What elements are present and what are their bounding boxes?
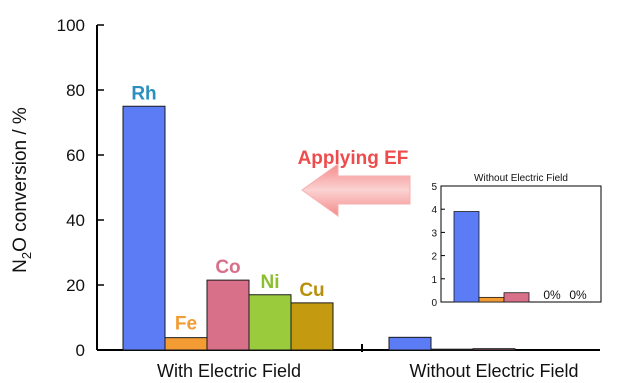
inset-bar xyxy=(503,292,530,303)
bar-label-fe: Fe xyxy=(175,314,197,335)
bar-without-ef xyxy=(472,348,516,351)
y-tick-label: 40 xyxy=(66,211,85,230)
x-group-label: Without Electric Field xyxy=(409,361,578,381)
applying-ef-arrow xyxy=(301,163,411,217)
inset-zero-label-ni: 0% xyxy=(543,288,561,302)
inset-title: Without Electric Field xyxy=(474,173,568,184)
bar-without-ef xyxy=(388,336,432,351)
bar-label-ni: Ni xyxy=(261,272,280,293)
x-group-label: With Electric Field xyxy=(157,361,301,381)
y-axis-title: N2O conversion / % xyxy=(10,107,34,273)
bar-label-co: Co xyxy=(215,257,240,278)
inset-y-tick-label: 2 xyxy=(431,252,437,263)
inset-zero-label-cu: 0% xyxy=(569,288,587,302)
y-tick-label: 0 xyxy=(76,341,85,360)
bar-label-cu: Cu xyxy=(299,280,324,301)
bar-without-ef xyxy=(430,348,474,351)
bar-fe xyxy=(164,337,208,351)
inset-bar xyxy=(453,211,480,303)
y-tick-label: 60 xyxy=(66,146,85,165)
bar-label-rh: Rh xyxy=(131,83,156,104)
y-axis-title-subscript: 2 xyxy=(19,252,34,259)
bar-ni xyxy=(248,294,292,351)
inset-y-tick-label: 1 xyxy=(431,275,437,286)
inset-plot: Without Electric Field 0 1 2 3 4 5 0% 0% xyxy=(431,173,602,309)
applying-ef-label: Applying EF xyxy=(298,148,409,169)
inset-y-tick-label: 0 xyxy=(431,298,437,309)
bar-co xyxy=(206,279,250,351)
bar-rh xyxy=(122,105,166,351)
y-tick-label: 100 xyxy=(57,16,85,35)
inset-y-tick-label: 4 xyxy=(431,205,437,216)
inset-y-tick-label: 3 xyxy=(431,228,437,239)
inset-y-tick-label: 5 xyxy=(431,182,437,193)
bar-cu xyxy=(290,302,334,351)
inset-bar xyxy=(478,296,505,303)
y-tick-label: 20 xyxy=(66,276,85,295)
y-tick-label: 80 xyxy=(66,81,85,100)
